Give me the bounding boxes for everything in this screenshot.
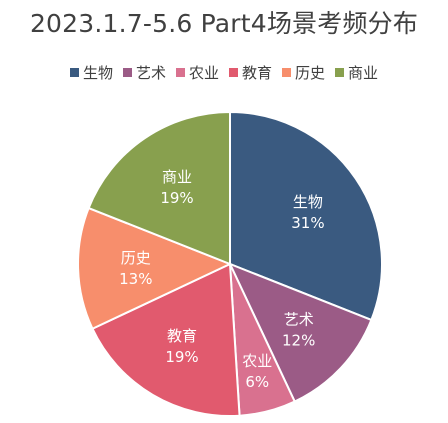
legend-item: 商业 [335,62,378,83]
legend-label: 教育 [242,64,273,82]
legend-item: 农业 [175,62,219,83]
pie-slice [91,262,241,417]
legend-item: 生物 [69,62,113,83]
slice-category-label: 教育 [167,327,197,345]
legend-label: 艺术 [135,64,166,82]
legend-swatch [69,68,79,77]
pie-slice [77,206,233,331]
slice-category-label: 艺术 [284,311,314,329]
legend-swatch [175,68,185,77]
slice-category-label: 商业 [162,168,192,186]
legend-label: 历史 [295,64,326,82]
legend-label: 商业 [348,64,379,82]
legend-swatch [335,68,345,77]
slice-percent-label: 6% [245,373,269,391]
slice-category-label: 生物 [293,193,323,211]
legend-swatch [282,68,292,77]
legend-swatch [229,68,238,77]
legend-item: 艺术 [122,62,166,83]
legend-swatch [122,68,132,77]
pie-slice [228,262,373,403]
pie-slice [87,110,231,266]
legend: 生物 艺术 农业 教育 历史 商业 [0,62,448,83]
slice-percent-label: 19% [160,189,193,207]
slice-percent-label: 19% [165,348,198,366]
legend-label: 农业 [188,64,219,82]
slice-percent-label: 12% [282,332,315,350]
slice-category-label: 历史 [121,249,151,267]
legend-item: 教育 [229,62,272,83]
legend-item: 历史 [282,62,325,83]
chart-title: 2023.1.7-5.6 Part4场景考频分布 [29,9,419,38]
pie-slice [229,110,383,322]
slice-percent-label: 13% [119,270,152,288]
slice-percent-label: 31% [291,214,324,232]
slice-category-label: 农业 [242,352,272,370]
legend-label: 生物 [82,64,113,82]
